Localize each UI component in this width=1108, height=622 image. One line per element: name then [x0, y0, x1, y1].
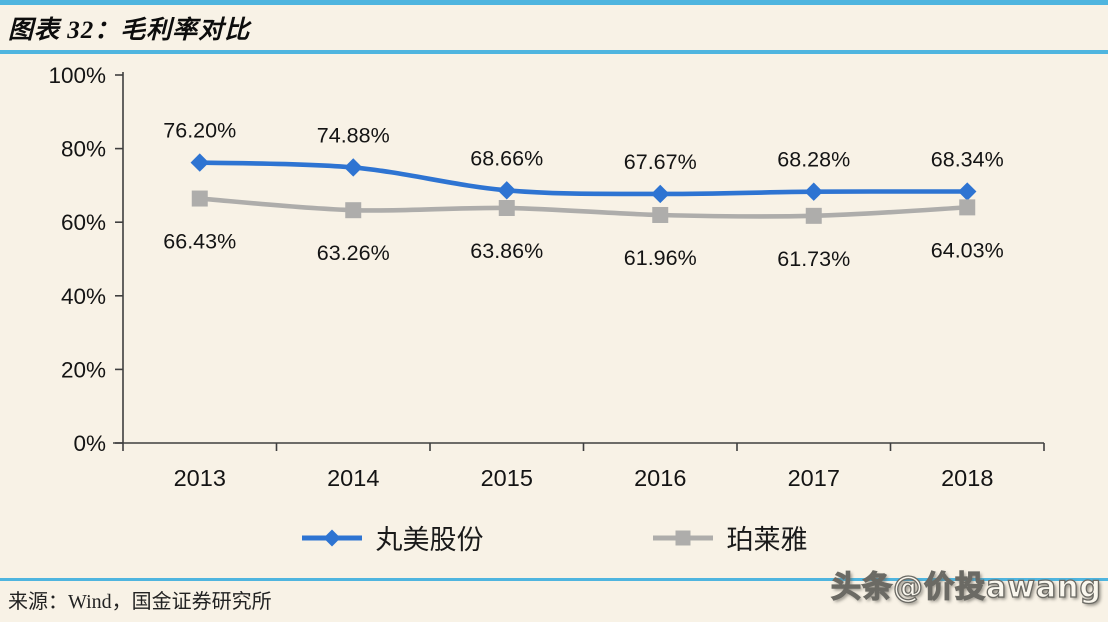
- series-line-丸美股份: [197, 160, 970, 197]
- legend-item-proya: 珀莱雅: [652, 518, 808, 557]
- data-label: 63.86%: [470, 239, 543, 263]
- data-label: 68.34%: [931, 148, 1004, 172]
- data-point-diamond: [651, 184, 670, 204]
- data-label: 61.96%: [624, 246, 697, 270]
- x-axis-label: 2017: [788, 465, 840, 491]
- data-label: 74.88%: [317, 123, 390, 147]
- data-point-square: [652, 206, 669, 223]
- data-point-square: [498, 199, 515, 216]
- legend-label-proya: 珀莱雅: [726, 525, 808, 555]
- x-axis-label: 2016: [634, 465, 686, 491]
- data-point-diamond: [958, 182, 977, 201]
- data-label: 64.03%: [931, 238, 1004, 262]
- legend-diamond-glyph: [323, 529, 340, 546]
- y-axis-label: 20%: [61, 357, 106, 382]
- chart-title: 图表 32：毛利率对比: [8, 17, 251, 44]
- data-point-diamond: [344, 158, 363, 177]
- data-label: 66.43%: [163, 230, 236, 254]
- data-point-square: [191, 190, 208, 207]
- source-text: 来源：Wind，国金证券研究所: [8, 591, 272, 613]
- watermark-text: 头条@价投awang: [830, 569, 1102, 605]
- y-axis-label: 0%: [73, 431, 106, 456]
- data-label: 61.73%: [777, 247, 850, 271]
- legend-square-glyph: [675, 530, 690, 545]
- x-axis-label: 2015: [481, 465, 533, 491]
- data-label: 68.66%: [470, 146, 543, 170]
- data-point-diamond: [804, 182, 823, 201]
- data-point-square: [959, 199, 976, 216]
- data-point-diamond: [190, 153, 209, 172]
- legend-line-diamond-icon: [301, 529, 362, 546]
- series-line-珀莱雅: [197, 196, 970, 219]
- y-axis-label: 60%: [61, 210, 106, 235]
- data-point-square: [345, 202, 362, 219]
- y-axis-label: 40%: [61, 284, 106, 309]
- top-border-line: [0, 0, 1108, 5]
- data-point-square: [805, 207, 822, 224]
- data-label: 63.26%: [317, 241, 390, 265]
- data-label: 76.20%: [163, 119, 236, 143]
- x-axis-label: 2013: [174, 465, 226, 491]
- title-separator-line: [0, 50, 1108, 54]
- legend-label-marubi: 丸美股份: [375, 525, 484, 555]
- data-label: 68.28%: [777, 148, 850, 172]
- data-label: 67.67%: [624, 150, 697, 174]
- legend-line-square-icon: [652, 530, 713, 545]
- y-axis-label: 100%: [48, 63, 106, 88]
- legend-item-marubi: 丸美股份: [301, 518, 484, 557]
- source-separator-line: [0, 578, 1108, 581]
- y-axis-label: 80%: [61, 137, 106, 162]
- x-axis-label: 2014: [327, 465, 379, 491]
- chart-legend: 丸美股份 珀莱雅: [0, 518, 1108, 557]
- x-axis-label: 2018: [941, 465, 993, 491]
- data-point-diamond: [497, 181, 516, 200]
